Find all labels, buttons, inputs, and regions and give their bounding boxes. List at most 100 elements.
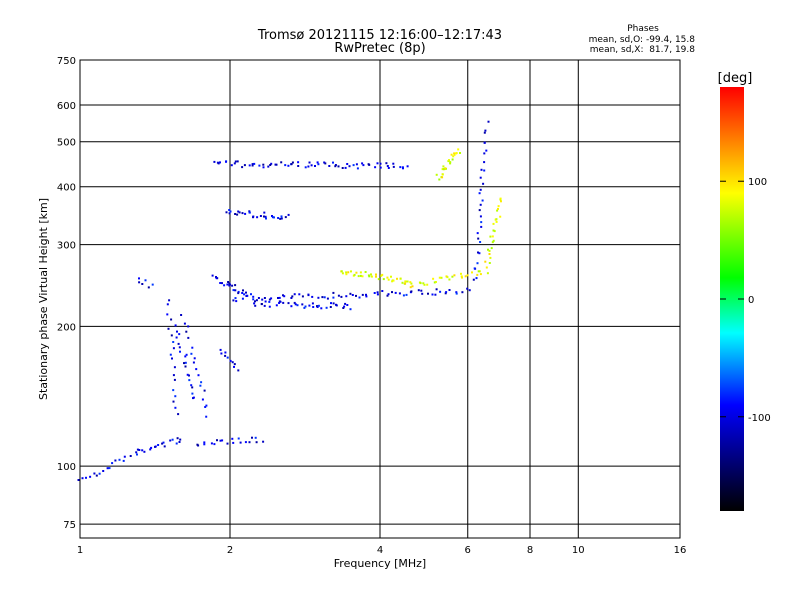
- o-mode-point: [98, 472, 101, 475]
- o-mode-point: [111, 462, 114, 465]
- x-mode-point: [455, 152, 457, 155]
- o-mode-point: [337, 165, 340, 168]
- o-mode-point: [243, 164, 246, 167]
- o-mode-point: [136, 453, 138, 456]
- o-mode-point: [340, 295, 343, 298]
- o-mode-point: [241, 292, 244, 294]
- o-mode-point: [241, 297, 244, 300]
- x-mode-point: [449, 162, 452, 165]
- o-mode-point: [282, 294, 284, 297]
- o-mode-point: [229, 359, 232, 362]
- o-mode-point: [480, 221, 483, 224]
- x-mode-point: [488, 253, 491, 255]
- x-mode-point: [380, 274, 383, 277]
- o-mode-point: [321, 296, 324, 299]
- o-mode-point: [479, 241, 482, 243]
- x-mode-point: [387, 278, 390, 281]
- y-tick-label: 400: [57, 183, 76, 194]
- o-mode-point: [233, 363, 236, 366]
- o-mode-point: [242, 289, 244, 292]
- o-mode-point: [241, 166, 244, 169]
- o-mode-point: [478, 192, 481, 195]
- colorbar-ticks: 100 0 -100: [720, 177, 771, 424]
- o-mode-point: [316, 306, 319, 308]
- o-mode-point: [175, 336, 178, 339]
- x-mode-point: [341, 272, 344, 275]
- x-mode-point: [453, 153, 456, 156]
- o-mode-point: [434, 293, 437, 296]
- o-mode-point: [301, 295, 304, 298]
- o-mode-point: [228, 209, 231, 211]
- o-mode-point: [478, 252, 481, 255]
- o-mode-point: [106, 467, 109, 470]
- o-mode-point: [224, 351, 227, 354]
- x-mode-point: [492, 229, 495, 232]
- o-mode-point: [211, 274, 214, 277]
- o-mode-point: [225, 160, 227, 163]
- colorbar-label: [deg]: [718, 71, 753, 86]
- o-mode-point: [330, 302, 332, 305]
- x-mode-point: [432, 277, 435, 280]
- o-mode-point: [228, 282, 231, 285]
- o-mode-point: [344, 166, 347, 169]
- o-mode-point: [253, 162, 256, 165]
- o-mode-point: [476, 232, 479, 235]
- o-mode-point: [237, 292, 240, 295]
- o-mode-point: [420, 289, 423, 292]
- o-mode-point: [183, 322, 186, 325]
- o-mode-point: [455, 292, 458, 295]
- o-mode-point: [356, 167, 359, 170]
- o-mode-point: [188, 374, 190, 377]
- o-mode-point: [232, 289, 235, 292]
- axis-ticks: 1 2 4 6 8 10 16 75 100 200 300 400 500 600 750: [57, 56, 686, 556]
- o-mode-point: [174, 324, 177, 327]
- o-mode-point: [89, 475, 92, 478]
- x-mode-point: [497, 207, 499, 210]
- o-mode-point: [379, 162, 382, 165]
- x-mode-point: [446, 276, 449, 279]
- o-mode-point: [320, 307, 323, 310]
- x-mode-point: [461, 276, 463, 279]
- o-mode-point: [278, 296, 281, 299]
- o-mode-point: [479, 215, 482, 218]
- o-mode-point: [405, 293, 408, 296]
- x-mode-point: [411, 285, 414, 288]
- o-mode-point: [417, 289, 420, 292]
- o-mode-point: [284, 164, 287, 167]
- x-mode-point: [353, 273, 356, 276]
- o-mode-point: [190, 384, 193, 387]
- o-mode-point: [280, 215, 283, 218]
- o-mode-point: [245, 291, 247, 294]
- o-mode-point: [236, 213, 239, 216]
- o-mode-point: [154, 445, 156, 448]
- o-mode-point: [379, 166, 382, 169]
- o-mode-point: [234, 297, 237, 300]
- o-mode-point: [136, 448, 139, 451]
- o-mode-point: [184, 355, 187, 358]
- o-mode-point: [259, 215, 262, 217]
- o-mode-point: [251, 436, 253, 439]
- o-mode-point: [355, 294, 357, 297]
- o-mode-point: [323, 161, 326, 164]
- o-mode-point: [365, 295, 368, 298]
- o-mode-point: [279, 217, 282, 220]
- o-mode-point: [332, 302, 335, 305]
- grid-lines: [80, 60, 680, 538]
- o-mode-point: [252, 295, 255, 298]
- x-mode-point: [350, 270, 352, 273]
- o-mode-point: [252, 298, 255, 301]
- o-mode-point: [172, 341, 175, 343]
- o-mode-point: [317, 163, 320, 166]
- o-mode-point: [232, 441, 235, 444]
- o-mode-point: [351, 294, 354, 296]
- o-mode-point: [234, 160, 237, 163]
- o-mode-point: [171, 357, 173, 360]
- x-mode-point: [449, 161, 452, 164]
- x-mode-point: [370, 273, 372, 276]
- o-mode-point: [229, 283, 231, 286]
- x-mode-point: [495, 220, 498, 223]
- o-mode-point: [231, 284, 234, 287]
- data-points: [77, 120, 502, 481]
- o-mode-point: [230, 164, 233, 167]
- o-mode-point: [297, 165, 300, 167]
